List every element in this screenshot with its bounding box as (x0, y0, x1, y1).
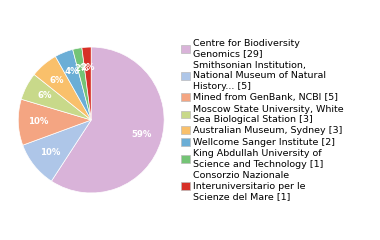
Text: 4%: 4% (64, 67, 79, 76)
Wedge shape (18, 99, 91, 145)
Wedge shape (34, 56, 91, 120)
Text: 6%: 6% (37, 91, 52, 100)
Wedge shape (55, 49, 91, 120)
Text: 2%: 2% (81, 63, 95, 72)
Text: 2%: 2% (74, 64, 89, 73)
Wedge shape (73, 48, 91, 120)
Text: 6%: 6% (50, 76, 64, 84)
Text: 10%: 10% (28, 117, 49, 126)
Wedge shape (51, 47, 164, 193)
Text: 59%: 59% (131, 131, 152, 139)
Wedge shape (23, 120, 91, 181)
Wedge shape (82, 47, 91, 120)
Wedge shape (21, 74, 91, 120)
Legend: Centre for Biodiversity
Genomics [29], Smithsonian Institution,
National Museum : Centre for Biodiversity Genomics [29], S… (177, 35, 348, 205)
Text: 10%: 10% (40, 148, 60, 157)
